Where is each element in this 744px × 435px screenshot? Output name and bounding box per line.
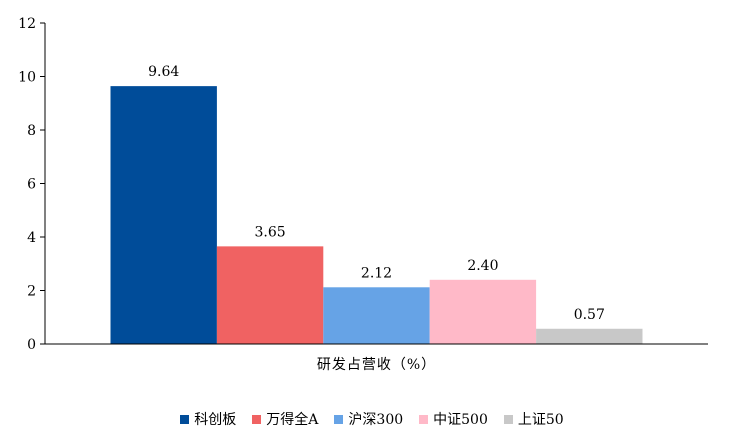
- bars: [110, 86, 643, 344]
- legend-label: 中证500: [433, 412, 488, 428]
- legend-item-5: 上证50: [503, 409, 564, 429]
- legend-swatch: [180, 414, 190, 424]
- category-label: 研发占营收（%）: [317, 357, 436, 373]
- bar-1: [110, 86, 217, 344]
- bar-2: [216, 246, 324, 344]
- legend-item-2: 万得全A: [252, 409, 318, 429]
- legend-item-1: 科创板: [180, 409, 236, 429]
- legend-swatch: [252, 414, 262, 424]
- y-axis: 0 2 4 6 8 10 12: [18, 16, 45, 353]
- legend-item-4: 中证500: [419, 409, 488, 429]
- legend-swatch: [334, 414, 344, 424]
- y-tick-label: 6: [27, 177, 36, 193]
- y-tick-label: 12: [18, 16, 36, 32]
- data-label-3: 2.12: [361, 265, 392, 281]
- legend-label: 科创板: [194, 412, 237, 428]
- legend-label: 上证50: [517, 412, 564, 428]
- legend: 科创板 万得全A 沪深300 中证500 上证50: [0, 408, 744, 430]
- data-label-2: 3.65: [255, 224, 286, 240]
- data-labels: 9.64 3.65 2.12 2.40 0.57: [148, 64, 605, 323]
- y-tick-label: 4: [27, 230, 36, 246]
- y-tick-label: 2: [27, 284, 36, 300]
- data-label-1: 9.64: [148, 64, 179, 80]
- bar-5: [536, 328, 643, 344]
- legend-label: 万得全A: [266, 412, 319, 428]
- bar-3: [323, 287, 430, 344]
- legend-swatch: [503, 414, 513, 424]
- y-tick-label: 10: [18, 70, 36, 86]
- bar-chart: 0 2 4 6 8 10 12 9.64 3.65 2.12 2.40 0.57 研发占营收（%）: [18, 16, 708, 373]
- y-tick-label: 0: [27, 337, 36, 353]
- legend-label: 沪深300: [348, 412, 404, 428]
- data-label-5: 0.57: [574, 307, 605, 323]
- data-label-4: 2.40: [467, 258, 498, 274]
- legend-item-3: 沪深300: [334, 409, 403, 429]
- y-tick-label: 8: [27, 123, 36, 139]
- bar-4: [429, 279, 537, 344]
- legend-swatch: [419, 414, 429, 424]
